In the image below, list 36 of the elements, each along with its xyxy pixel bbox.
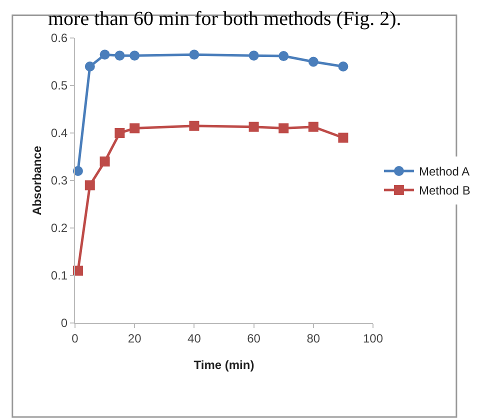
y-tick-label: 0.5 (50, 78, 68, 93)
y-axis-title: Absorbance (30, 146, 44, 216)
x-tick-label: 20 (128, 331, 142, 346)
point (338, 62, 348, 72)
x-tick-label: 80 (306, 331, 320, 346)
legend-label: Method B (418, 184, 470, 198)
point (130, 123, 140, 134)
x-tick-label: 0 (72, 331, 79, 346)
point (338, 132, 348, 143)
point (278, 51, 289, 62)
y-tick-label: 0.1 (50, 268, 68, 283)
point (84, 62, 95, 72)
point (130, 50, 140, 61)
point (308, 122, 318, 132)
legend-label: Method A (418, 164, 470, 179)
y-tick-label: 0.2 (50, 221, 68, 236)
x-tick-label: 40 (188, 331, 202, 346)
y-tick-label: 0.6 (50, 31, 68, 46)
point (248, 50, 259, 61)
point (248, 122, 259, 132)
point (84, 180, 95, 190)
point (189, 50, 200, 60)
point (100, 156, 110, 166)
text: more than 60 min for both methods (Fig. 2). (48, 8, 402, 30)
x-tick-label: 100 (362, 331, 384, 346)
point (278, 123, 289, 134)
point (100, 50, 110, 60)
point (308, 56, 318, 67)
point (114, 50, 125, 61)
y-tick-label: 0.4 (50, 126, 68, 140)
x-tick-label: 60 (247, 331, 261, 346)
x-axis-title: Time (min) (194, 358, 254, 372)
y-tick-label: 0 (60, 316, 68, 330)
y-tick-label: 0.3 (50, 174, 68, 188)
point (189, 120, 200, 131)
point (114, 128, 125, 138)
